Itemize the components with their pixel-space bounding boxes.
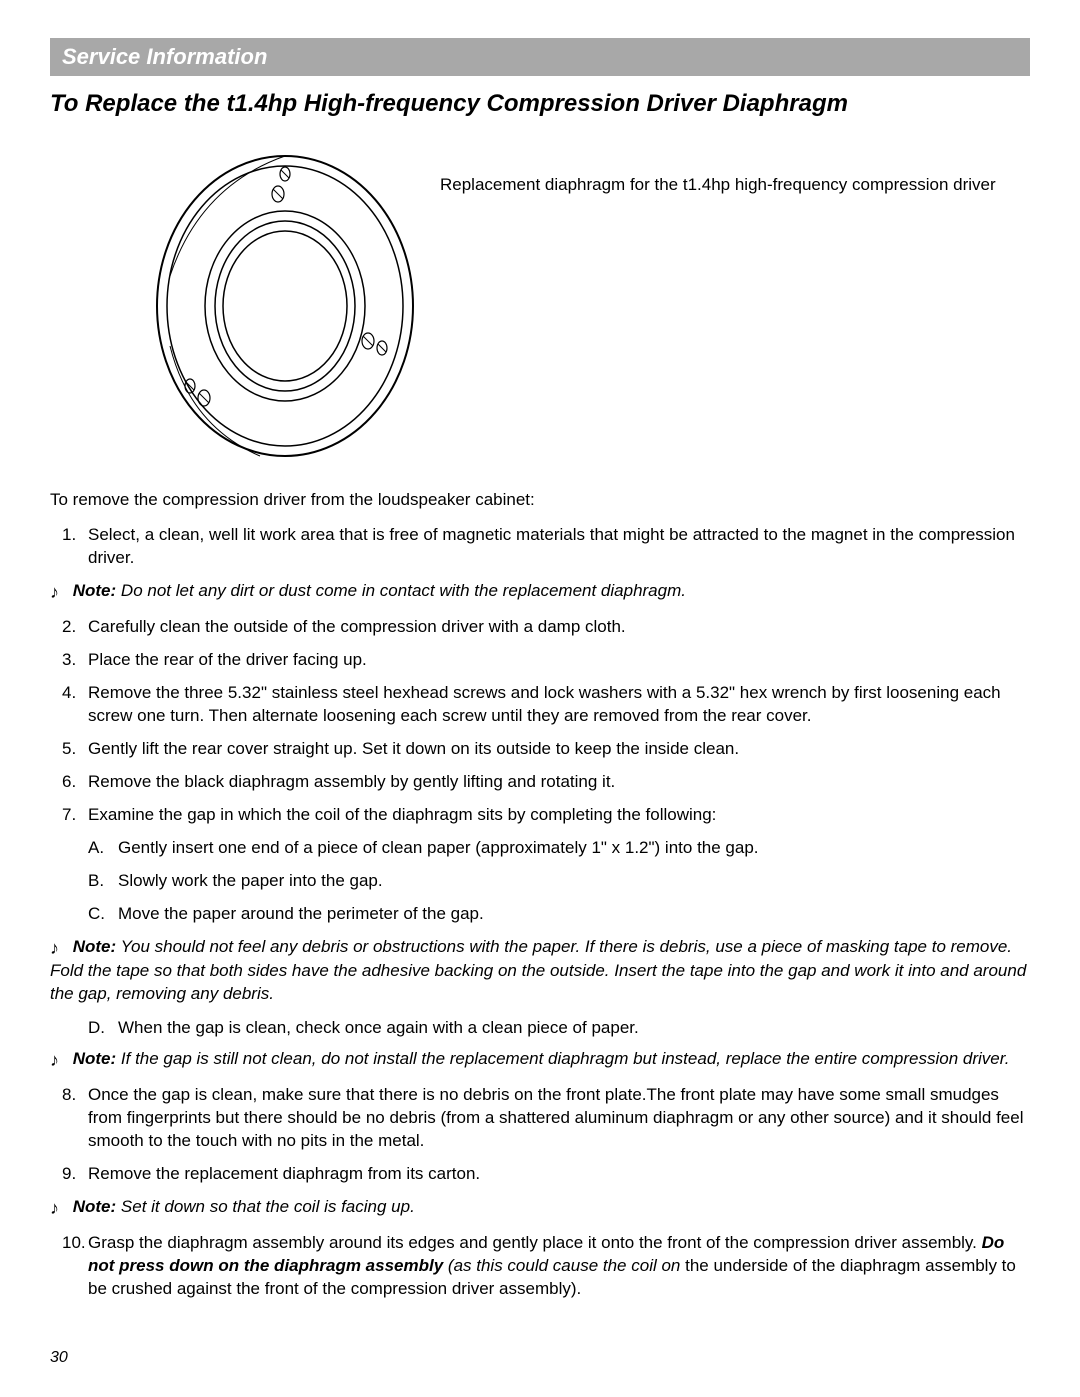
step-3: Place the rear of the driver facing up. [50, 649, 1030, 672]
step-5: Gently lift the rear cover straight up. … [50, 738, 1030, 761]
sub-list-7: Gently insert one end of a piece of clea… [88, 837, 1030, 926]
step-7d-text: When the gap is clean, check once again … [118, 1018, 639, 1037]
step-10-pre: Grasp the diaphragm assembly around its … [88, 1233, 982, 1252]
intro-text: To remove the compression driver from th… [50, 490, 1030, 510]
step-7b: Slowly work the paper into the gap. [88, 870, 1030, 893]
note-text: If the gap is still not clean, do not in… [116, 1049, 1009, 1068]
page-title: To Replace the t1.4hp High-frequency Com… [50, 90, 1030, 118]
note-label: Note: [73, 581, 116, 600]
diaphragm-diagram [150, 146, 420, 466]
instruction-list-cont: Carefully clean the outside of the compr… [50, 616, 1030, 925]
note-4: ♪ Note: Set it down so that the coil is … [50, 1196, 1030, 1220]
note-icon: ♪ [50, 1048, 68, 1072]
note-icon: ♪ [50, 936, 68, 960]
instruction-list: Select, a clean, well lit work area that… [50, 524, 1030, 570]
note-label: Note: [73, 937, 116, 956]
instruction-list-cont3: Grasp the diaphragm assembly around its … [50, 1232, 1030, 1301]
step-1: Select, a clean, well lit work area that… [50, 524, 1030, 570]
instruction-list-cont2: Once the gap is clean, make sure that th… [50, 1084, 1030, 1186]
step-7a: Gently insert one end of a piece of clea… [88, 837, 1030, 860]
note-icon: ♪ [50, 580, 68, 604]
note-1: ♪ Note: Do not let any dirt or dust come… [50, 580, 1030, 604]
step-7-text: Examine the gap in which the coil of the… [88, 805, 716, 824]
section-header: Service Information [50, 38, 1030, 76]
note-text: Set it down so that the coil is facing u… [116, 1197, 415, 1216]
step-8: Once the gap is clean, make sure that th… [50, 1084, 1030, 1153]
note-text: Do not let any dirt or dust come in cont… [116, 581, 686, 600]
step-10: Grasp the diaphragm assembly around its … [50, 1232, 1030, 1301]
note-label: Note: [73, 1197, 116, 1216]
step-7: Examine the gap in which the coil of the… [50, 804, 1030, 926]
step-2: Carefully clean the outside of the compr… [50, 616, 1030, 639]
note-label: Note: [73, 1049, 116, 1068]
note-3: ♪ Note: If the gap is still not clean, d… [50, 1048, 1030, 1072]
step-7d: D. When the gap is clean, check once aga… [50, 1018, 1030, 1038]
sub-letter: D. [88, 1018, 105, 1038]
step-10-mid: (as this could cause the coil on [443, 1256, 685, 1275]
step-6: Remove the black diaphragm assembly by g… [50, 771, 1030, 794]
step-7c: Move the paper around the perimeter of t… [88, 903, 1030, 926]
step-9: Remove the replacement diaphragm from it… [50, 1163, 1030, 1186]
note-icon: ♪ [50, 1196, 68, 1220]
step-4: Remove the three 5.32" stainless steel h… [50, 682, 1030, 728]
page-number: 30 [50, 1349, 68, 1367]
note-2: ♪ Note: You should not feel any debris o… [50, 936, 1030, 1006]
figure-row: Replacement diaphragm for the t1.4hp hig… [50, 146, 1030, 466]
figure-caption: Replacement diaphragm for the t1.4hp hig… [420, 146, 996, 196]
note-text: You should not feel any debris or obstru… [50, 937, 1026, 1003]
